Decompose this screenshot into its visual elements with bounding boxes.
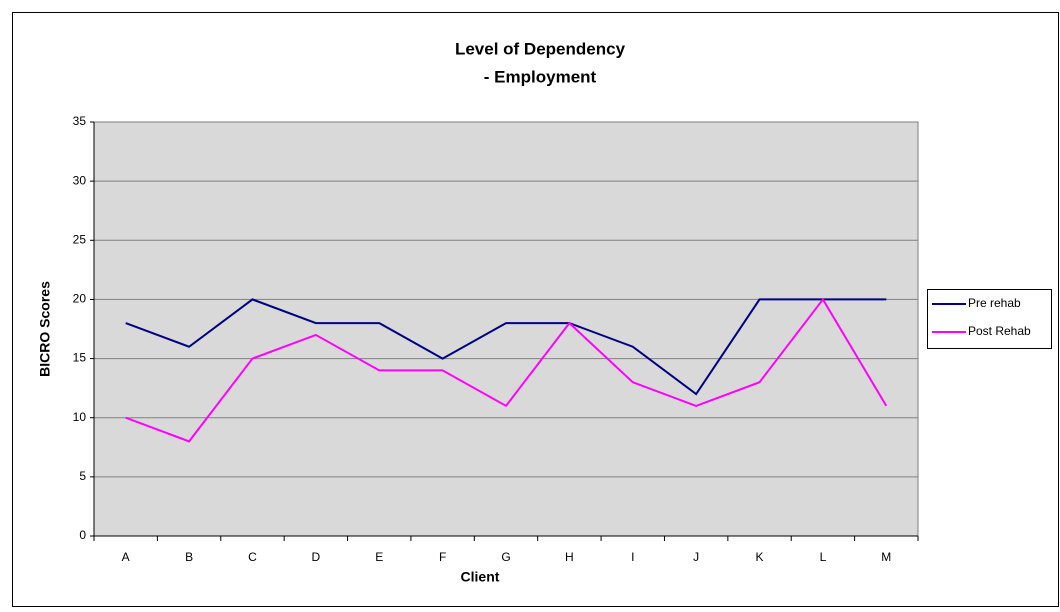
y-tick-label: 30 — [73, 173, 87, 187]
x-tick-label: F — [439, 550, 446, 564]
x-tick-label: M — [881, 550, 891, 564]
x-tick-label: A — [122, 550, 130, 564]
chart-title: Level of Dependency — [455, 39, 626, 58]
x-tick-label: B — [185, 550, 193, 564]
line-series — [125, 297, 888, 443]
legend-label: Post Rehab — [968, 324, 1031, 338]
chart-title: - Employment — [484, 67, 597, 86]
y-tick-label: 35 — [73, 114, 87, 128]
x-tick-label: I — [631, 550, 634, 564]
x-tick-label: J — [693, 550, 699, 564]
y-axis-label: BICRO Scores — [37, 281, 53, 377]
x-tick-label: G — [501, 550, 510, 564]
x-tick-label: E — [375, 550, 383, 564]
x-tick-label: L — [820, 550, 827, 564]
x-tick-label: C — [248, 550, 257, 564]
y-tick-label: 15 — [73, 351, 87, 365]
legend-label: Pre rehab — [968, 296, 1021, 310]
y-tick-label: 20 — [73, 292, 87, 306]
plot-area — [93, 121, 919, 537]
y-tick-label: 5 — [79, 469, 86, 483]
y-tick-label: 10 — [73, 410, 87, 424]
y-tick-label: 25 — [73, 232, 87, 246]
legend — [927, 289, 1052, 349]
x-axis-label: Client — [461, 569, 500, 585]
x-tick-label: H — [565, 550, 574, 564]
y-tick-label: 0 — [79, 528, 86, 542]
line-series — [125, 298, 887, 396]
x-tick-label: K — [756, 550, 764, 564]
x-tick-label: D — [312, 550, 321, 564]
